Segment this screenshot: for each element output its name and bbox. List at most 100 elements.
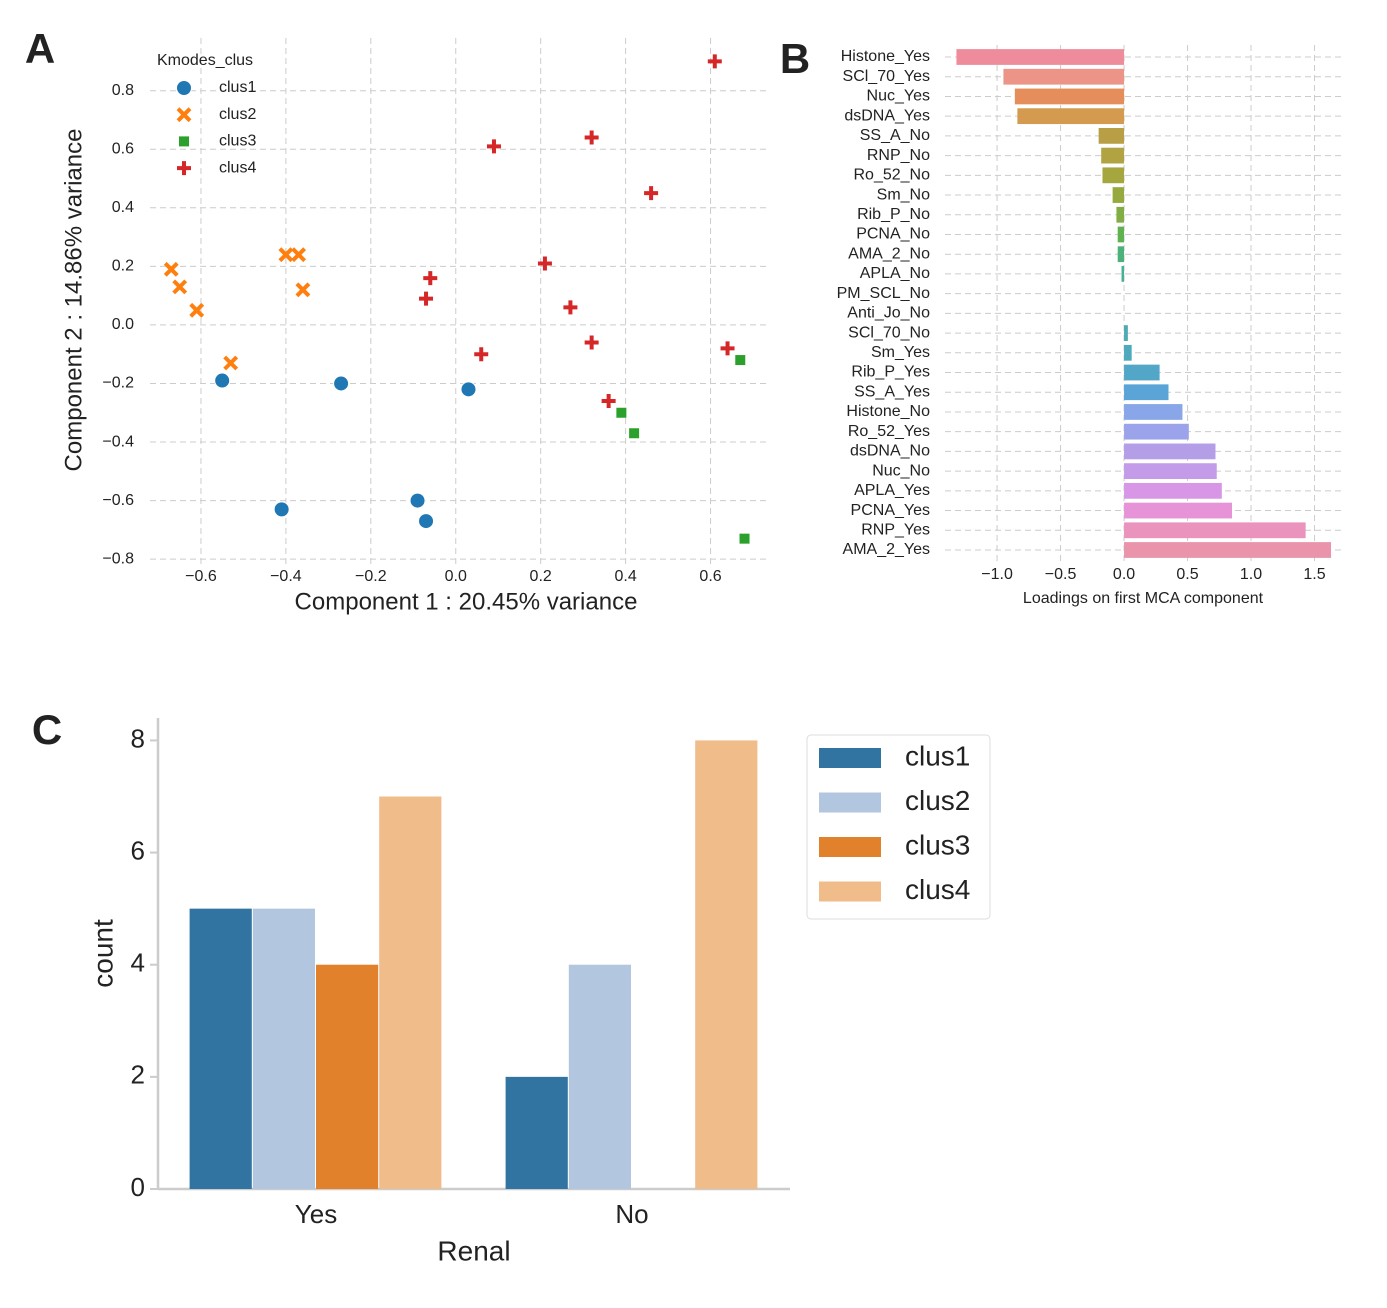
y-tick-label: APLA_Yes [854,482,930,499]
bar [1017,108,1125,125]
y-tick-label: −0.4 [102,433,134,450]
y-tick-label: AMA_2_No [848,245,930,262]
bar [1124,325,1128,341]
point [291,247,307,263]
x-tick-label: Yes [295,1199,337,1229]
x-tick-label: No [615,1199,648,1229]
point [601,394,616,409]
point [584,130,599,145]
y-tick-label: Histone_Yes [841,48,930,65]
point [720,341,735,356]
bar [568,964,631,1189]
point [739,533,750,544]
y-tick-label: PM_SCL_No [837,285,930,302]
point [537,256,552,271]
y-tick-label: −0.6 [102,492,134,509]
y-axis-label: count [87,919,118,988]
legend-title: Kmodes_clus [157,52,253,69]
y-tick-label: Ro_52_Yes [848,423,930,440]
bar [1098,127,1125,144]
y-tick-label: 0.0 [112,316,134,333]
legend-marker [176,80,192,96]
y-tick-label: Histone_No [846,403,930,420]
y-tick-label: AMA_2_Yes [843,541,930,558]
point [644,186,659,201]
y-tick-label: PCNA_No [856,226,930,243]
x-tick-label: 1.5 [1303,566,1325,583]
legend-marker [177,161,191,176]
bar [1117,246,1125,263]
point [223,355,239,371]
bar [379,796,442,1189]
point [584,335,599,350]
point [163,261,179,277]
x-tick-label: −1.0 [981,566,1013,583]
point [629,428,640,439]
y-tick-label: APLA_No [860,265,930,282]
bar [1124,482,1222,499]
bar [1124,344,1132,361]
point [273,501,290,518]
point [735,355,746,366]
x-tick-label: 0.2 [530,568,552,585]
legend-swatch [819,837,881,857]
y-tick-label: SS_A_Yes [854,383,930,400]
bar [1124,443,1216,460]
legend-swatch [819,748,881,768]
point [707,54,722,69]
x-tick-label: 0.6 [699,568,721,585]
point [419,291,434,306]
y-tick-label: Ro_52_No [854,167,931,184]
legend-swatch [819,881,881,902]
bar [1124,404,1183,420]
x-tick-label: 1.0 [1240,566,1262,583]
x-tick-label: −0.4 [270,568,302,585]
point [474,347,489,362]
x-tick-label: 0.5 [1176,566,1198,583]
legend-label: clus1 [905,740,970,771]
y-tick-label: Nuc_No [872,462,930,479]
legend-label: clus4 [219,159,256,176]
point [486,139,501,154]
y-tick-label: 0.2 [112,258,134,275]
point [460,381,477,398]
point [189,302,205,318]
point [295,282,311,298]
bar [1003,68,1125,85]
point [278,247,294,263]
x-axis-label: Renal [437,1235,510,1266]
bar [505,1076,568,1189]
y-tick-label: Rib_P_No [857,206,930,223]
y-tick-label: 0 [131,1172,145,1202]
y-tick-label: 6 [131,835,145,865]
y-tick-label: SCl_70_Yes [843,68,930,85]
point [423,271,438,286]
y-tick-label: 0.8 [112,82,134,99]
y-tick-label: 0.6 [112,140,134,157]
y-tick-label: dsDNA_Yes [844,107,930,124]
y-tick-label: 8 [131,723,145,753]
bar [1014,88,1125,105]
point [214,372,231,389]
panel-label: A [25,25,55,72]
x-axis-label: Component 1 : 20.45% variance [295,588,638,615]
y-tick-label: PCNA_Yes [851,502,930,519]
legend-label: clus3 [905,829,970,860]
legend-label: clus4 [905,874,970,905]
y-tick-label: 2 [131,1060,145,1090]
bar [1124,384,1169,401]
panel-label: B [780,35,810,82]
bar [956,49,1125,65]
y-tick-label: 4 [131,948,145,978]
legend-label: clus1 [219,79,256,96]
x-tick-label: 0.4 [614,568,636,585]
point [418,513,435,530]
panel-label: C [32,706,62,753]
y-tick-label: dsDNA_No [850,443,930,460]
bar [316,964,379,1189]
y-tick-label: RNP_Yes [861,521,930,538]
bar [1121,266,1125,282]
y-tick-label: SS_A_No [860,127,930,144]
point [616,407,627,418]
